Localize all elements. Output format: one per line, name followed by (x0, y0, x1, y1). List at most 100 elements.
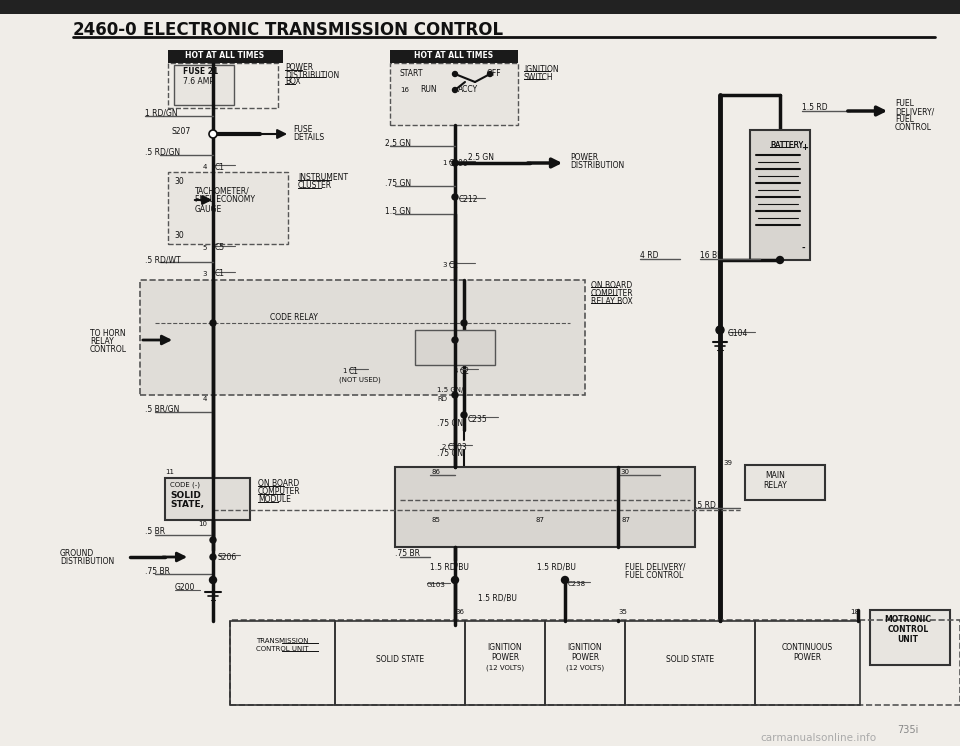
Text: 1.5 RD/BU: 1.5 RD/BU (430, 562, 468, 571)
Text: CONTROL: CONTROL (90, 345, 127, 354)
Bar (545, 621, 625, 705)
Text: 36: 36 (455, 609, 464, 615)
Circle shape (452, 392, 458, 398)
Text: 5: 5 (203, 245, 207, 251)
Bar (390, 63, 518, 125)
Text: FUEL: FUEL (895, 116, 914, 125)
Text: 7.6 AMP: 7.6 AMP (183, 77, 214, 86)
Text: 2: 2 (442, 444, 446, 450)
Text: (12 VOLTS): (12 VOLTS) (486, 665, 524, 671)
Text: DELIVERY/: DELIVERY/ (895, 107, 934, 116)
Text: G104: G104 (728, 330, 749, 339)
Text: C103: C103 (448, 442, 468, 451)
Text: .75 GN: .75 GN (437, 419, 463, 427)
Text: UNIT: UNIT (898, 636, 919, 645)
Text: POWER: POWER (793, 653, 821, 662)
Text: COMPUTER: COMPUTER (591, 289, 634, 298)
Text: SWITCH: SWITCH (524, 72, 554, 81)
Text: 4: 4 (454, 368, 458, 374)
Bar (230, 621, 335, 705)
Bar (168, 172, 288, 244)
Text: -: - (801, 243, 804, 252)
Bar (870, 610, 950, 665)
Text: 35: 35 (618, 609, 627, 615)
Text: C2: C2 (460, 366, 470, 375)
Text: HOT AT ALL TIMES: HOT AT ALL TIMES (415, 51, 493, 60)
Text: RUN: RUN (420, 86, 437, 95)
Text: 1 RD/GN: 1 RD/GN (145, 108, 178, 118)
Text: RELAY: RELAY (763, 480, 787, 489)
Text: ON BOARD: ON BOARD (591, 280, 633, 289)
Text: FUSE: FUSE (293, 125, 312, 134)
Circle shape (452, 194, 458, 200)
Text: .5 RD/WT: .5 RD/WT (145, 255, 180, 265)
Text: C235: C235 (468, 415, 488, 424)
Text: C212: C212 (459, 195, 478, 204)
Circle shape (451, 577, 459, 583)
Circle shape (461, 412, 467, 418)
Text: CLUSTER: CLUSTER (298, 181, 332, 190)
Text: C1: C1 (215, 269, 225, 278)
Text: MODULE: MODULE (258, 495, 291, 504)
Text: (NOT USED): (NOT USED) (339, 377, 381, 383)
Bar (465, 621, 545, 705)
Text: CONTROL UNIT: CONTROL UNIT (255, 646, 308, 652)
Text: TRANSMISSION: TRANSMISSION (255, 638, 308, 644)
Text: 2460-0: 2460-0 (73, 21, 137, 39)
Text: GROUND: GROUND (60, 548, 94, 557)
Circle shape (452, 160, 458, 166)
Text: 4: 4 (203, 396, 207, 402)
Bar (174, 65, 234, 105)
Text: DISTRIBUTION: DISTRIBUTION (60, 557, 114, 566)
Text: POWER: POWER (285, 63, 313, 72)
Text: FUSE 21: FUSE 21 (183, 67, 218, 77)
Text: 30: 30 (174, 231, 183, 240)
Text: C1: C1 (215, 163, 225, 172)
Text: STATE,: STATE, (170, 500, 204, 509)
Text: 86: 86 (432, 469, 441, 475)
Circle shape (452, 87, 458, 93)
Text: CONTROL: CONTROL (887, 625, 928, 635)
Bar (625, 621, 755, 705)
Text: CODE RELAY: CODE RELAY (270, 313, 318, 322)
Text: RELAY BOX: RELAY BOX (591, 296, 633, 306)
Text: .75 GN: .75 GN (437, 450, 463, 459)
Text: BATTERY: BATTERY (770, 140, 804, 149)
Text: RD: RD (437, 396, 447, 402)
Text: C5: C5 (215, 243, 226, 252)
Text: DISTRIBUTION: DISTRIBUTION (285, 71, 339, 80)
Text: BOX: BOX (285, 78, 300, 87)
Circle shape (452, 72, 458, 77)
Text: 1.5 RD/BU: 1.5 RD/BU (537, 562, 576, 571)
Text: POWER: POWER (491, 653, 519, 662)
Text: carmanualsonline.info: carmanualsonline.info (760, 733, 876, 743)
Circle shape (777, 257, 783, 263)
Circle shape (209, 130, 217, 138)
Text: FUEL CONTROL: FUEL CONTROL (625, 571, 684, 580)
Text: 4: 4 (203, 164, 207, 170)
Text: ELECTRONIC TRANSMISSION CONTROL: ELECTRONIC TRANSMISSION CONTROL (143, 21, 503, 39)
Text: FUEL: FUEL (895, 99, 914, 108)
Circle shape (210, 320, 216, 326)
Circle shape (461, 320, 467, 326)
Text: C238: C238 (568, 581, 587, 587)
Text: 16 BR: 16 BR (700, 251, 723, 260)
Bar (0, 0, 960, 14)
Bar (755, 621, 860, 705)
Text: BATTERY: BATTERY (770, 140, 804, 149)
Text: START: START (400, 69, 423, 78)
Bar (168, 50, 283, 63)
Text: 3: 3 (443, 262, 447, 268)
Text: TACHOMETER/: TACHOMETER/ (195, 186, 250, 195)
Text: IGNITION: IGNITION (567, 644, 602, 653)
Circle shape (210, 537, 216, 543)
Circle shape (716, 326, 724, 334)
Text: 16: 16 (400, 87, 409, 93)
Text: DETAILS: DETAILS (293, 134, 324, 142)
Text: 1: 1 (443, 160, 447, 166)
Text: .5 BR/GN: .5 BR/GN (145, 404, 180, 413)
Text: G200: G200 (175, 583, 196, 592)
Text: 10: 10 (198, 521, 207, 527)
Text: .75 GN: .75 GN (385, 178, 411, 187)
Text: 87: 87 (622, 517, 631, 523)
